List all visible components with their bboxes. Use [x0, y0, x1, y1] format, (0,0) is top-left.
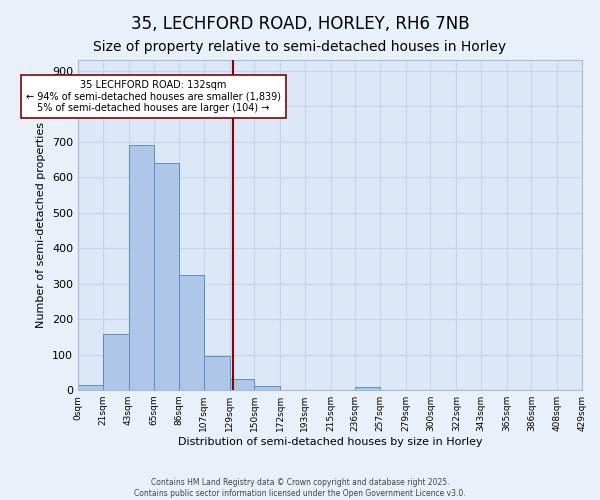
Bar	[179, 274, 204, 390]
Bar	[204, 356, 230, 390]
Text: 35 LECHFORD ROAD: 132sqm
← 94% of semi-detached houses are smaller (1,839)
5% of: 35 LECHFORD ROAD: 132sqm ← 94% of semi-d…	[26, 80, 281, 112]
Bar	[230, 380, 254, 390]
Bar	[78, 384, 103, 390]
Text: Size of property relative to semi-detached houses in Horley: Size of property relative to semi-detach…	[94, 40, 506, 54]
Text: 35, LECHFORD ROAD, HORLEY, RH6 7NB: 35, LECHFORD ROAD, HORLEY, RH6 7NB	[131, 15, 469, 33]
Text: Contains HM Land Registry data © Crown copyright and database right 2025.
Contai: Contains HM Land Registry data © Crown c…	[134, 478, 466, 498]
Bar	[128, 145, 154, 390]
Bar	[103, 334, 128, 390]
Y-axis label: Number of semi-detached properties: Number of semi-detached properties	[37, 122, 46, 328]
X-axis label: Distribution of semi-detached houses by size in Horley: Distribution of semi-detached houses by …	[178, 437, 482, 447]
Bar	[355, 387, 380, 390]
Bar	[254, 386, 280, 390]
Bar	[154, 163, 179, 390]
